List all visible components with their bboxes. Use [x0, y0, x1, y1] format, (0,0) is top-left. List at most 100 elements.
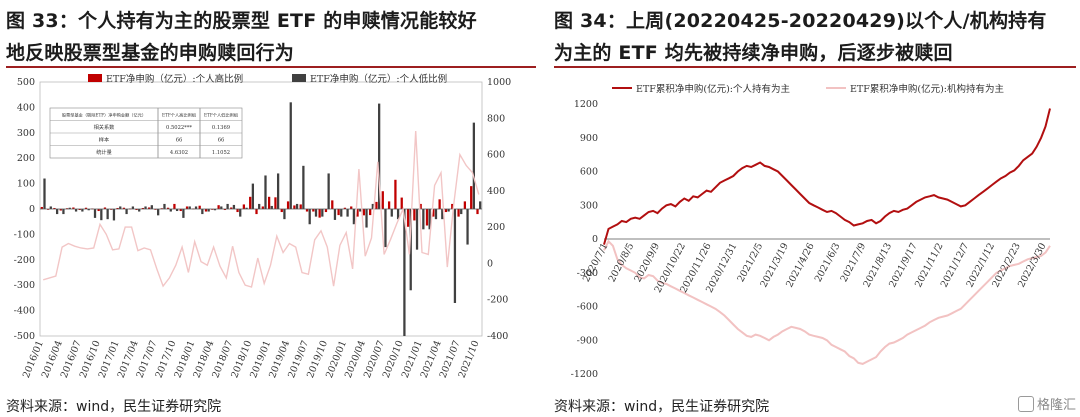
- right-x-tick-label: 2020/9/9: [632, 241, 662, 284]
- bar-high-personal: [312, 209, 315, 212]
- stats-table-header: ETF个人低比例组: [204, 112, 238, 119]
- bar-low-personal: [352, 209, 356, 225]
- right-source-note: 资料来源：wind，民生证券研究院: [554, 399, 770, 415]
- bar-low-personal: [125, 209, 128, 215]
- bar-low-personal: [87, 209, 90, 211]
- bar-low-personal: [321, 209, 324, 217]
- bar-low-personal: [460, 209, 463, 215]
- bar-high-personal: [381, 191, 384, 209]
- left-y-tick-label: -100: [14, 229, 35, 240]
- left-title-line2: 地反映股票型基金的申购赎回行为: [6, 42, 295, 64]
- bar-high-personal: [350, 206, 353, 209]
- right-y-tick-label: -300: [577, 268, 598, 279]
- bar-low-personal: [295, 203, 299, 209]
- bar-high-personal: [230, 207, 233, 209]
- stats-table-cell: 1.1052: [212, 150, 230, 156]
- legend-swatch-low: [292, 74, 306, 82]
- right-x-tick-label: 2020/8/5: [607, 241, 637, 284]
- right-x-tick-label: 2021/7/9: [839, 241, 869, 284]
- bar-high-personal: [463, 201, 467, 209]
- bar-high-personal: [331, 200, 334, 209]
- bar-low-personal: [144, 206, 147, 209]
- bar-low-personal: [175, 209, 179, 212]
- bar-low-personal: [270, 205, 273, 209]
- right-y-tick-label: 900: [580, 133, 598, 144]
- watermark: 格隆汇: [1017, 394, 1076, 413]
- bar-high-personal: [223, 209, 227, 211]
- bar-low-personal: [251, 183, 255, 209]
- stats-table-cell: 4.6302: [170, 150, 188, 156]
- bar-high-personal: [413, 209, 416, 221]
- bar-low-personal: [112, 209, 116, 221]
- bar-low-personal: [466, 209, 469, 245]
- bar-high-personal: [255, 209, 258, 215]
- bar-low-personal: [302, 165, 305, 209]
- bar-low-personal: [93, 209, 97, 218]
- bar-low-personal: [188, 206, 191, 209]
- bar-low-personal: [434, 209, 438, 220]
- bar-high-personal: [211, 209, 214, 210]
- bar-low-personal: [396, 209, 400, 220]
- right-y-tick-label: -600: [577, 302, 598, 313]
- right-axis-y-tick-label: 0: [487, 258, 493, 269]
- bar-low-personal: [213, 209, 217, 211]
- bar-low-personal: [378, 103, 381, 209]
- bar-low-personal: [239, 209, 242, 217]
- bar-low-personal: [409, 209, 412, 291]
- stats-table-cell: 相关系数: [94, 123, 116, 131]
- bar-low-personal: [447, 209, 450, 212]
- bar-low-personal: [422, 209, 425, 230]
- right-y-tick-label: 300: [580, 200, 598, 211]
- right-x-tick-label: 2021/6/3: [813, 241, 843, 284]
- bar-low-personal: [390, 209, 393, 217]
- left-title-rule: [6, 66, 536, 68]
- bar-high-personal: [236, 209, 239, 213]
- bar-low-personal: [220, 206, 223, 209]
- bar-high-personal: [451, 203, 454, 209]
- bar-low-personal: [81, 209, 84, 212]
- bar-high-personal: [173, 203, 176, 209]
- bar-high-personal: [286, 201, 290, 209]
- bar-low-personal: [207, 209, 210, 212]
- bar-low-personal: [100, 209, 103, 221]
- bar-high-personal: [274, 197, 277, 209]
- bar-high-personal: [84, 207, 88, 209]
- bar-low-personal: [340, 209, 343, 217]
- personal-cumulative-line: [603, 108, 1051, 245]
- bar-low-personal: [74, 209, 78, 212]
- bar-high-personal: [356, 209, 359, 217]
- left-y-tick-label: -500: [14, 331, 35, 342]
- right-axis-y-tick-label: 1000: [487, 77, 511, 88]
- bar-high-personal: [46, 209, 50, 210]
- bar-high-personal: [400, 197, 403, 209]
- bar-high-personal: [394, 179, 397, 209]
- bar-low-personal: [308, 209, 311, 225]
- bar-high-personal: [166, 207, 170, 209]
- bar-high-personal: [217, 205, 220, 209]
- right-y-tick-label: 0: [592, 234, 598, 245]
- stats-table-cell: 0.1369: [212, 125, 230, 131]
- bar-low-personal: [472, 122, 476, 209]
- stats-table-cell: 66: [218, 138, 225, 144]
- bar-low-personal: [428, 209, 431, 230]
- right-y-tick-label: -900: [577, 335, 598, 346]
- legend-label-institution: ETF累积净申购(亿元):机构持有为主: [850, 83, 1004, 95]
- right-axis-y-tick-label: 400: [487, 186, 505, 197]
- legend-label-low: ETF净申购（亿元）:个人低比例: [310, 73, 447, 85]
- bar-low-personal: [182, 209, 185, 218]
- bar-high-personal: [324, 209, 328, 213]
- bar-low-personal: [232, 204, 236, 209]
- stats-table-cell: 66: [176, 138, 183, 144]
- right-figure-panel: 图 34：上周(20220425-20220429)以个人/机构持有 为主的 E…: [548, 0, 1080, 417]
- bar-high-personal: [299, 204, 302, 209]
- bar-low-personal: [55, 209, 59, 215]
- right-axis-y-tick-label: 800: [487, 113, 505, 124]
- bar-low-personal: [49, 206, 52, 209]
- right-title-line2: 为主的 ETF 均先被持续净申购，后逐步被赎回: [554, 42, 953, 64]
- bar-high-personal: [204, 209, 208, 212]
- legend-swatch-high: [88, 74, 102, 82]
- bar-low-personal: [365, 209, 368, 228]
- left-y-tick-label: -400: [14, 306, 35, 317]
- watermark-logo-icon: [1017, 396, 1034, 412]
- bar-high-personal: [116, 207, 119, 209]
